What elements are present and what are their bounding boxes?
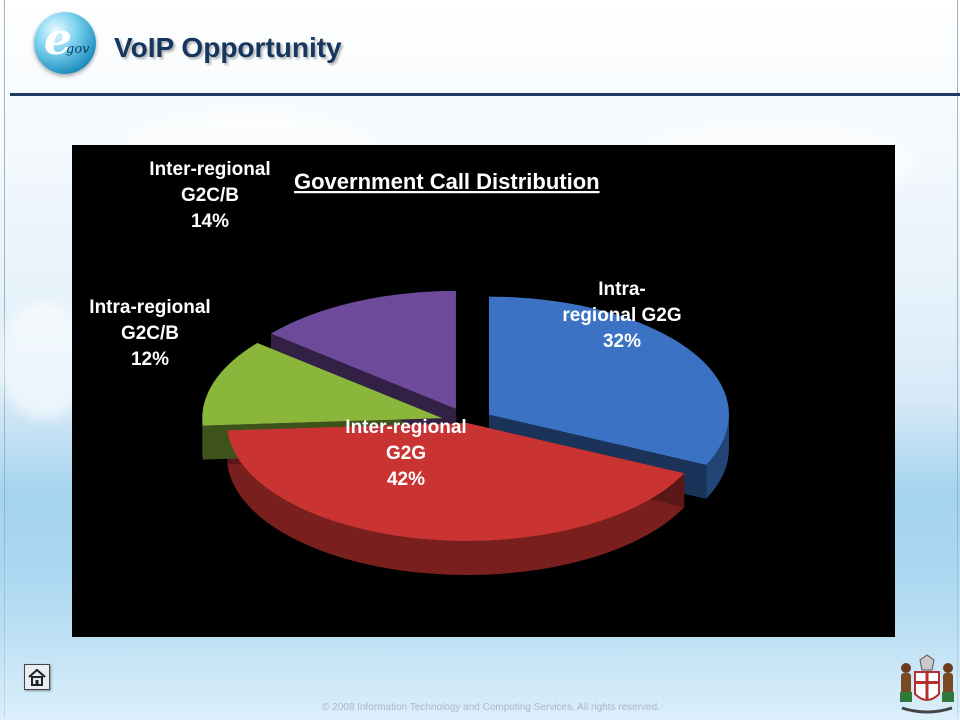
pie-slice: [271, 290, 456, 409]
chart-title: Government Call Distribution: [294, 169, 600, 194]
pie-slice-label: Intra-: [598, 279, 646, 300]
home-button[interactable]: [24, 664, 50, 690]
pie-slice-label: Inter-regional: [345, 417, 466, 438]
logo-suffix: gov: [66, 42, 90, 57]
title-divider: [10, 93, 960, 96]
pie-slice-label: G2G: [386, 443, 426, 464]
copyright-text: © 2008 Information Technology and Comput…: [322, 702, 660, 713]
pie-slice: [227, 423, 685, 541]
pie-slice-label: regional G2G: [562, 305, 681, 326]
pie-slice: [202, 342, 443, 426]
pie-slice-label: G2C/B: [181, 185, 239, 206]
pie-slice-value-label: 12%: [131, 349, 169, 370]
pie-chart-panel: Intra-regional G2G 32% Inter-regional G2G 42…: [72, 145, 895, 637]
pie-slice-label: Inter-regional: [149, 159, 270, 180]
pie-chart: Intra-regional G2G 32% Inter-regional G2G 42…: [89, 159, 729, 575]
pie-slice-side: [706, 414, 729, 499]
pie-slice-side: [227, 430, 685, 575]
egov-logo-icon: e gov: [34, 12, 96, 74]
home-icon: [28, 668, 46, 686]
pie-slice-value-label: 14%: [191, 211, 229, 232]
pie-slice-value-label: 32%: [603, 331, 641, 352]
page-title: VoIP Opportunity: [114, 32, 342, 63]
pie-slice-value-label: 42%: [387, 469, 425, 490]
pie-slice-label: G2C/B: [121, 323, 179, 344]
coat-of-arms-icon: [900, 654, 954, 714]
pie-slice-label: Intra-regional: [89, 297, 210, 318]
logo-letter: e: [44, 14, 72, 65]
pie-slice: [488, 296, 729, 465]
